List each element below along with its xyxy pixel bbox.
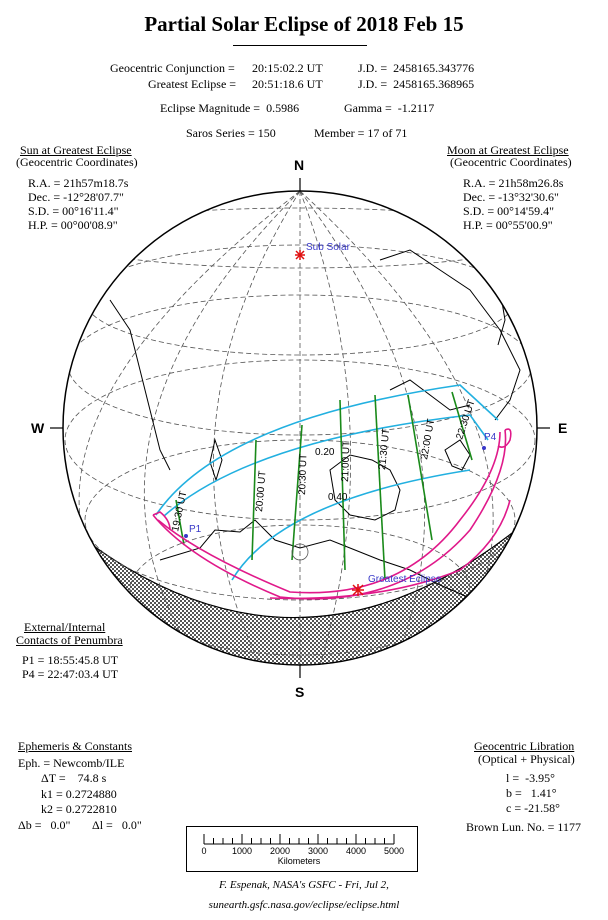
ephemeris-k1: k1 = 0.2724880: [41, 787, 117, 801]
contacts-heading-2: Contacts of Penumbra: [16, 633, 123, 647]
time-line-2130: [374, 394, 386, 581]
contacts-heading-1: External/Internal: [24, 620, 106, 634]
brown-lunation-number: Brown Lun. No. = 1177: [466, 820, 581, 834]
compass-north: N: [294, 157, 305, 173]
antarctica-coast: [159, 519, 471, 599]
p4-label: P4: [484, 432, 497, 443]
credit-line-1: F. Espenak, NASA's GSFC - Fri, Jul 2,: [219, 879, 389, 891]
libration-heading: Geocentric Libration: [474, 739, 575, 753]
p1-label: P1: [189, 524, 202, 535]
time-line-2230: [451, 391, 473, 461]
time-line-2030: [291, 424, 303, 561]
sub-solar-marker: [295, 250, 305, 260]
moon-sd: S.D. = 00°14'59.4": [463, 204, 554, 218]
contact-p4: P4 = 22:47:03.4 UT: [22, 667, 119, 681]
time-line-2100: [339, 399, 346, 571]
p4-dot: [482, 446, 486, 450]
page-title: Partial Solar Eclipse of 2018 Feb 15: [144, 12, 464, 36]
credit-line-2: sunearth.gsfc.nasa.gov/eclipse/eclipse.h…: [208, 899, 400, 911]
scale-tick-label: 0: [201, 846, 206, 856]
contact-p1: P1 = 18:55:45.8 UT: [22, 653, 119, 667]
time-line-2000: [251, 439, 257, 561]
libration-b: b = 1.41°: [506, 786, 557, 800]
northern-limit-line: [155, 384, 499, 516]
distance-scale-bar: 0 1000 2000 3000 4000 5000 Kilometers: [186, 826, 418, 872]
moon-dec: Dec. = -13°32'30.6": [463, 190, 559, 204]
ephemeris-eph: Eph. = Newcomb/ILE: [18, 756, 125, 770]
greatest-eclipse-label: Greatest Eclipse: [368, 574, 442, 585]
moon-subheading: (Geocentric Coordinates): [450, 155, 572, 169]
sun-dec: Dec. = -12°28'07.7": [28, 190, 124, 204]
compass-south: S: [295, 684, 305, 700]
penumbral-limits: [155, 384, 499, 581]
greatest-eclipse-time: 20:51:18.6 UT: [252, 77, 323, 91]
scale-tick-label: 1000: [232, 846, 252, 856]
penumbra-inner-curve: [157, 431, 501, 594]
saros-series: Saros Series = 150: [186, 126, 276, 140]
mag-020-line: [163, 414, 489, 517]
scale-tick-label: 2000: [270, 846, 290, 856]
sun-hp: H.P. = 00°00'08.9": [28, 218, 118, 232]
penumbra-outer-curve: [152, 429, 507, 600]
greatest-eclipse-label: Greatest Eclipse =: [148, 77, 240, 91]
conjunction-jd: J.D. = 2458165.343776: [358, 61, 475, 75]
time-label-2000: 20:00 UT: [254, 470, 269, 512]
moon-hp: H.P. = 00°55'00.9": [463, 218, 553, 232]
compass-ticks: [50, 178, 550, 678]
scale-tick-label: 5000: [384, 846, 404, 856]
time-line-2200: [407, 394, 433, 541]
libration-c: c = -21.58°: [506, 801, 560, 815]
mag-040-line: [231, 469, 471, 581]
scale-tick-label: 3000: [308, 846, 328, 856]
ephemeris-delta-b: Δb = 0.0": [18, 818, 71, 832]
penumbra-lower-curve: [269, 499, 511, 600]
ephemeris-delta-t: ΔT = 74.8 s: [41, 771, 107, 785]
conjunction-label: Geocentric Conjunction =: [110, 61, 238, 75]
eclipse-magnitude: Eclipse Magnitude = 0.5986: [160, 101, 300, 115]
penumbra-edge-curves: [152, 428, 512, 600]
scale-tick-label: 4000: [346, 846, 366, 856]
p4-loop: [497, 428, 512, 448]
time-label-2130: 21:30 UT: [377, 428, 392, 470]
sun-ra: R.A. = 21h57m18.7s: [28, 176, 129, 190]
time-label-1930: 19:30 UT: [170, 490, 189, 533]
center-crosshair: [291, 543, 309, 561]
libration-l: l = -3.95°: [506, 771, 555, 785]
saros-member: Member = 17 of 71: [314, 126, 408, 140]
libration-subheading: (Optical + Physical): [478, 752, 575, 766]
title-underline: [233, 45, 367, 46]
sub-solar-label: Sub Solar: [306, 242, 351, 253]
asia-coast: [379, 249, 521, 421]
p1-loop: [152, 511, 171, 531]
africa-coast: [109, 299, 171, 471]
ephemeris-k2: k2 = 0.2722810: [41, 802, 117, 816]
new-zealand-coast: [444, 439, 471, 471]
conjunction-time: 20:15:02.2 UT: [252, 61, 323, 75]
p1-dot: [184, 534, 188, 538]
time-label-2100: 21:00 UT: [340, 441, 352, 482]
sun-subheading: (Geocentric Coordinates): [16, 155, 138, 169]
moon-ra: R.A. = 21h58m26.8s: [463, 176, 564, 190]
sun-heading: Sun at Greatest Eclipse: [20, 143, 132, 157]
gamma-value: Gamma = -1.2117: [344, 101, 435, 115]
ephemeris-heading: Ephemeris & Constants: [18, 739, 132, 753]
mag-040-label: 0.40: [328, 492, 348, 503]
compass-west: W: [31, 420, 45, 436]
moon-heading: Moon at Greatest Eclipse: [447, 143, 569, 157]
sun-sd: S.D. = 00°16'11.4": [28, 204, 119, 218]
scale-unit-label: Kilometers: [278, 856, 321, 866]
time-lines: [175, 391, 473, 581]
ephemeris-delta-l: Δl = 0.0": [92, 818, 142, 832]
mag-020-label: 0.20: [315, 447, 335, 458]
compass-east: E: [558, 420, 568, 436]
time-label-2030: 20:30 UT: [297, 454, 309, 495]
greatest-eclipse-jd: J.D. = 2458165.368965: [358, 77, 475, 91]
greatest-eclipse-marker: [352, 584, 364, 596]
